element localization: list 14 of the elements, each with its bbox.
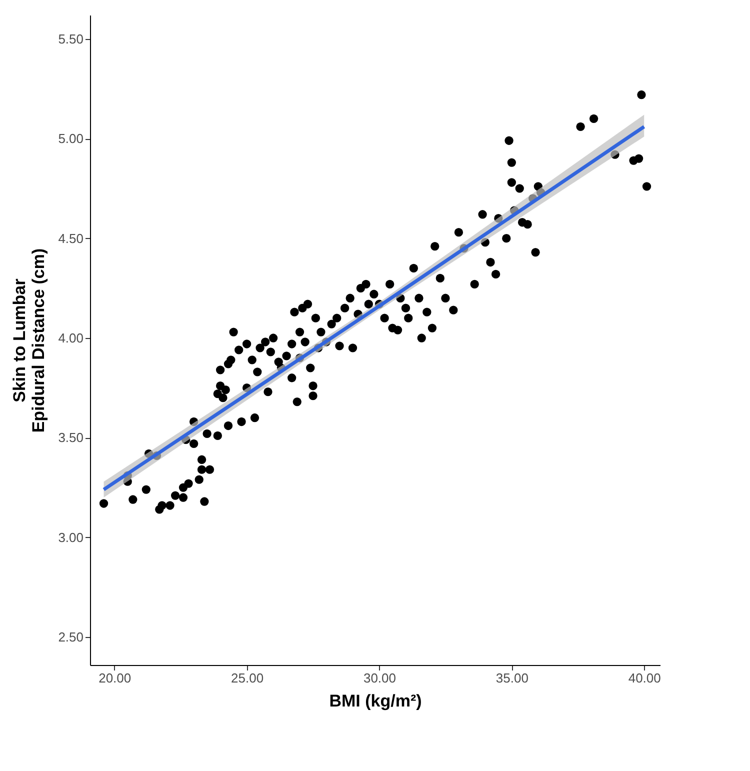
y-tick-label: 5.00 bbox=[58, 131, 84, 146]
y-tick-label: 4.00 bbox=[58, 330, 84, 346]
y-tick-label: 3.00 bbox=[58, 530, 84, 545]
x-tick-label: 20.00 bbox=[98, 670, 132, 686]
y-tick-label: 2.50 bbox=[58, 630, 84, 645]
x-tick-label: 40.00 bbox=[628, 670, 661, 686]
y-tick-label: 4.50 bbox=[58, 230, 84, 246]
x-axis-title: BMI (kg/m²) bbox=[329, 692, 422, 710]
x-tick-label: 30.00 bbox=[363, 670, 396, 686]
y-tick-label: 3.50 bbox=[58, 430, 84, 446]
y-tick-label: 5.50 bbox=[58, 31, 84, 46]
y-axis-title: Skin to Lumbar Epidural Distance (cm) bbox=[10, 248, 48, 433]
x-tick-label: 35.00 bbox=[496, 670, 528, 686]
x-tick-label: 25.00 bbox=[231, 670, 264, 686]
